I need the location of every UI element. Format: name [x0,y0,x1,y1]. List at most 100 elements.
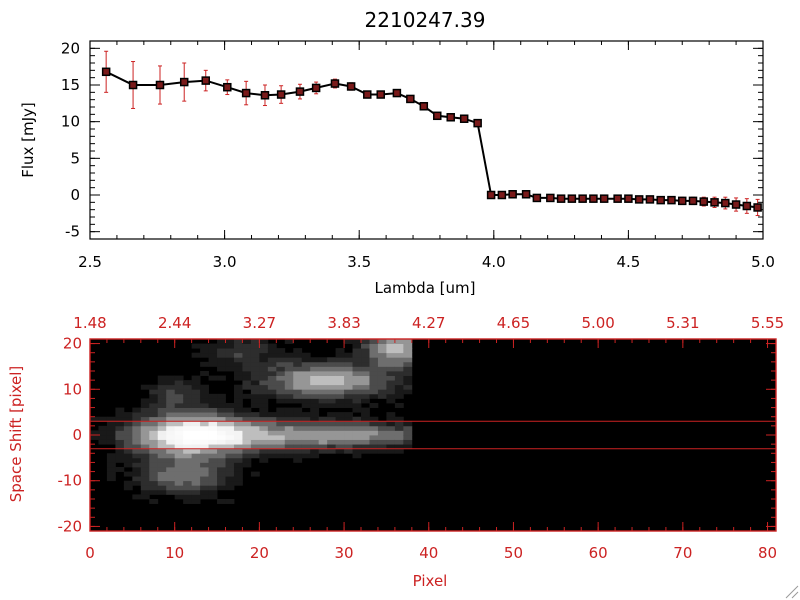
image-pixel [250,416,260,422]
image-pixel [284,366,294,372]
image-pixel [386,393,396,399]
image-pixel [293,453,303,459]
image-pixel [233,439,243,445]
image-pixel [200,480,209,486]
image-pixel [377,389,387,395]
data-point [589,194,598,203]
image-pixel [377,361,387,367]
image-pixel [166,489,176,495]
image-pixel [394,439,404,445]
image-pixel [386,375,396,381]
image-pixel [394,357,404,363]
shift-tick-label: -20 [58,517,83,535]
image-pixel [200,348,209,354]
image-pixel [276,389,286,395]
data-point [567,194,577,203]
image-pixel [140,384,150,390]
image-pixel [166,389,176,395]
image-pixel [284,384,294,390]
image-pixel [327,357,337,363]
image-pixel [200,457,209,463]
image-pixel [403,361,413,367]
image-pixel [344,384,353,390]
image-pixel [98,425,108,431]
image-pixel [183,416,193,422]
image-pixel [208,471,218,477]
data-point [433,111,442,121]
image-pixel [225,480,235,486]
data-point [392,88,402,98]
image-pixel [149,499,159,504]
image-pixel [123,416,133,422]
image-pixel [403,421,413,427]
data-point [260,91,270,100]
image-pixel [225,430,235,436]
wavelength-tick-label: 4.65 [497,314,530,332]
pixel-tick-label: 60 [589,544,608,562]
image-pixel [191,380,201,386]
image-pixel [250,352,260,358]
image-pixel [267,412,277,418]
image-pixel [242,348,252,354]
data-point [311,83,321,93]
image-pixel [200,485,209,491]
image-pixel [174,435,184,440]
image-pixel [233,371,243,376]
image-pixel [174,389,184,395]
image-pixel [293,407,303,413]
wavelength-tick-label: 5.55 [751,314,784,332]
image-pixel [217,398,226,404]
image-pixel [208,412,218,418]
image-pixel [132,453,142,459]
image-pixel [310,435,320,440]
y-tick-label: 15 [61,76,80,94]
spectrum-plot: 2210247.39 2.5 3.0 3.5 4.0 4.5 5.0-505101520 … [19,8,775,297]
image-pixel [208,343,218,349]
image-pixel [318,403,328,408]
image-pixel [352,435,362,440]
image-pixel [361,375,370,381]
image-pixel [344,357,353,363]
image-pixel [361,389,370,395]
image-pixel [352,371,362,376]
image-pixel [361,398,370,404]
image-pixel [200,407,209,413]
image-pixel [208,439,218,445]
image-pixel [318,398,328,404]
image-pixel [217,348,226,354]
image-pixel [200,435,209,440]
image-pixel [335,384,345,390]
image-pixel [352,384,362,390]
resize-grip[interactable] [785,585,799,599]
image-pixel [183,407,193,413]
image-pixel [403,348,413,354]
image-pixel [183,384,193,390]
shift-tick-label: 0 [72,426,82,444]
image-pixel [225,467,235,472]
image-pixel [208,425,218,431]
image-pixel [200,430,209,436]
data-point [363,90,372,99]
data-point [446,113,455,122]
image-pixel [183,453,193,459]
image-pixel [132,462,142,468]
image-pixel [149,444,159,450]
wavelength-tick-label: 3.83 [327,314,360,332]
image-pixel [174,421,184,427]
image-pixel [403,339,413,344]
image-pixel [132,448,142,454]
image-pixel [250,439,260,445]
image-pixel [191,421,201,427]
image-pixel [208,494,218,500]
image-pixel [259,384,269,390]
image-pixel [140,421,150,427]
image-pixel [191,425,201,431]
image-pixel [361,425,370,431]
image-pixel [335,348,345,354]
image-pixel [106,425,116,431]
image-pixel [115,407,125,413]
image-pixel [225,457,235,463]
image-pixel [318,389,328,395]
image-pixel [259,361,269,367]
image-pixel [157,430,167,436]
